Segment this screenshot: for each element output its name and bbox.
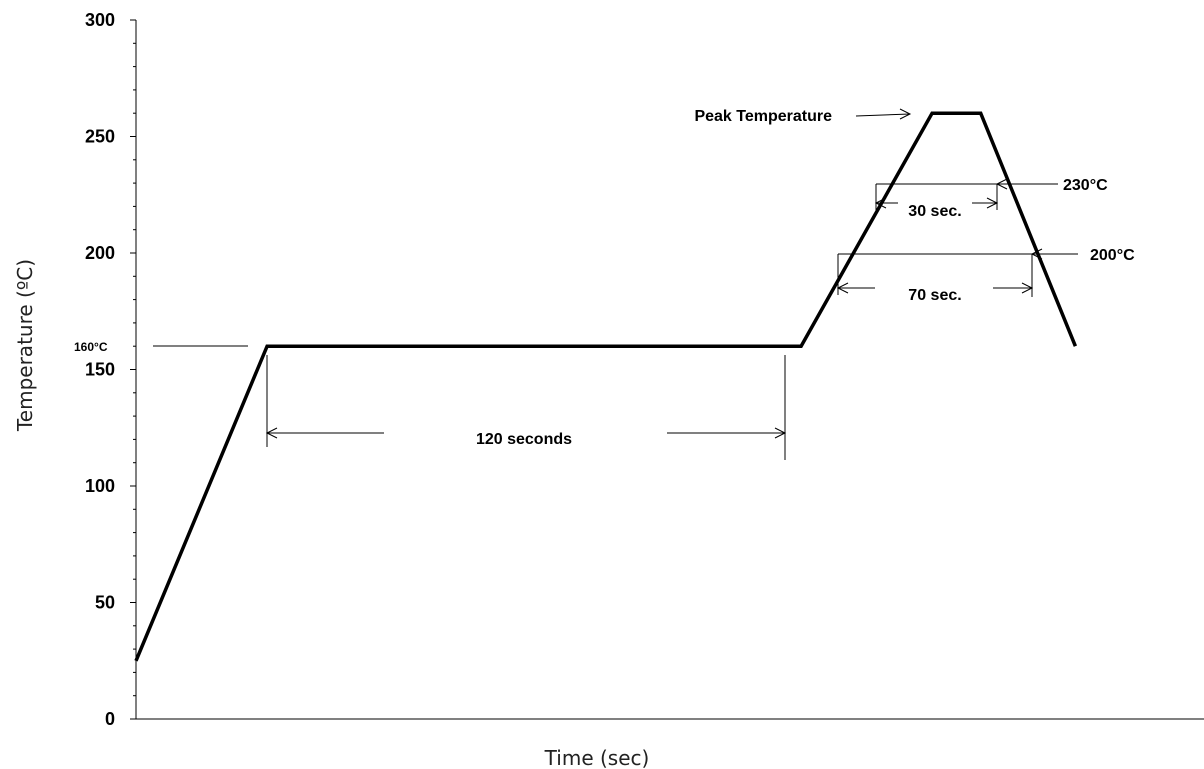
x-axis-title: Time (sec) xyxy=(544,746,650,769)
label-230c: 230°C xyxy=(1063,177,1108,194)
label-hold-time: 120 seconds xyxy=(476,431,572,448)
label-peak: Peak Temperature xyxy=(694,108,832,125)
y-axis-title: Temperature (ºC) xyxy=(13,259,37,432)
y-tick-labels: 0 50 100 150 200 250 300 xyxy=(85,10,115,729)
label-160c: 160°C xyxy=(74,340,108,354)
annotation-200c: 70 sec. 200°C xyxy=(836,247,1135,304)
annotation-160c: 160°C xyxy=(74,340,248,354)
y-tick-label: 300 xyxy=(85,10,115,30)
label-30-sec: 30 sec. xyxy=(908,203,961,220)
y-tick-label: 0 xyxy=(105,709,115,729)
label-200c: 200°C xyxy=(1090,247,1135,264)
y-tick-label: 200 xyxy=(85,243,115,263)
y-tick-label: 50 xyxy=(95,593,115,613)
label-70-sec: 70 sec. xyxy=(908,287,961,304)
annotation-hold-time: 120 seconds xyxy=(265,355,787,460)
y-ticks xyxy=(130,19,136,720)
series-line-temperature xyxy=(134,111,1078,662)
y-tick-label: 250 xyxy=(85,127,115,147)
annotation-peak: Peak Temperature xyxy=(694,108,912,125)
y-tick-label: 150 xyxy=(85,360,115,380)
y-tick-label: 100 xyxy=(85,476,115,496)
annotation-230c: 30 sec. 230°C xyxy=(874,177,1108,220)
